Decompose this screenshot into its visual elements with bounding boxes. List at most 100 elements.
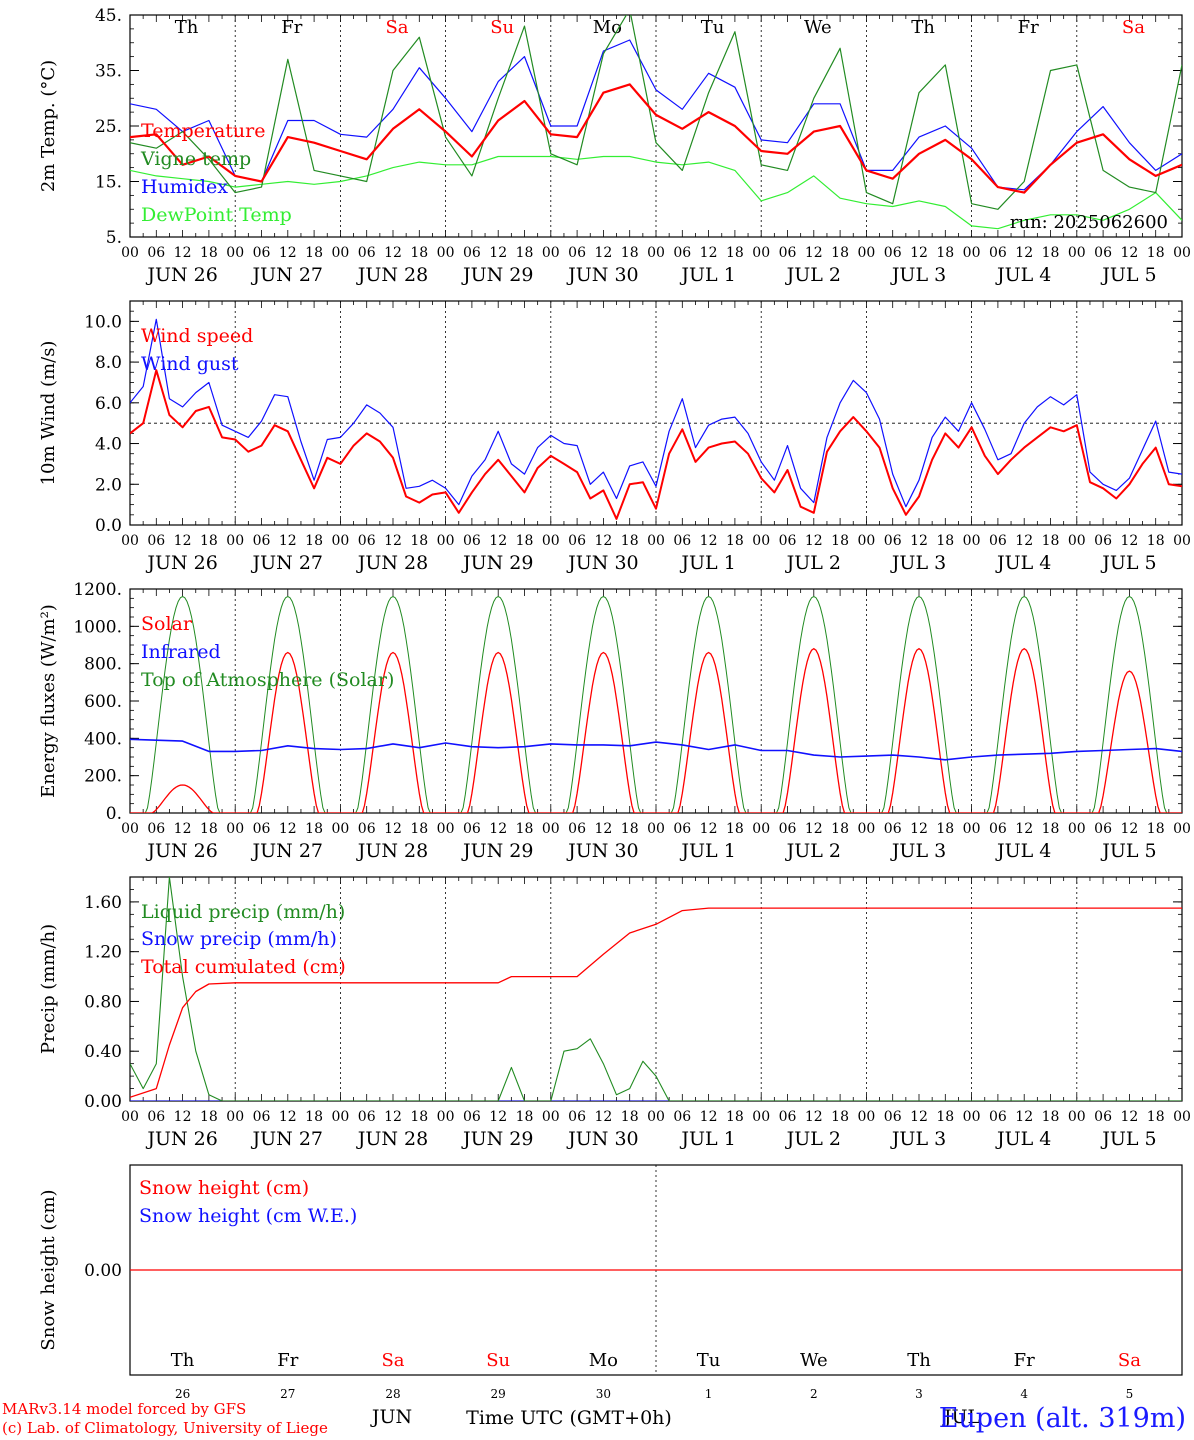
hour-label: 12 [489,533,507,549]
hour-label: 06 [358,1109,376,1125]
hour-label: 00 [437,1109,455,1125]
hour-label: 12 [700,821,718,837]
hour-label: 06 [253,1109,271,1125]
day-number: 2 [810,1387,818,1401]
hour-label: 00 [121,821,139,837]
date-label: JUL 3 [890,1128,946,1150]
hour-label: 12 [489,1109,507,1125]
legend-wind-gust: Wind gust [141,353,239,375]
day-name-we: We [800,1350,828,1371]
hour-label: 18 [936,245,954,261]
hour-label: 00 [331,1109,349,1125]
hour-label: 18 [1147,245,1165,261]
hour-label: 06 [779,821,797,837]
hour-label: 06 [884,821,902,837]
date-label: JUN 30 [566,840,638,862]
hour-label: 06 [463,821,481,837]
y-tick-label: 0.40 [84,1042,122,1062]
hour-label: 06 [147,245,165,261]
hour-label: 00 [857,821,875,837]
panel-data [130,877,1182,1101]
date-label: JUN 30 [566,552,638,574]
hour-label: 18 [516,245,534,261]
station-title: Eupen (alt. 319m) [938,1403,1186,1434]
date-label: JUL 3 [890,552,946,574]
date-label: JUN 27 [251,1128,323,1150]
hour-label: 18 [1147,533,1165,549]
legend-snow-height-cm-: Snow height (cm) [139,1177,309,1199]
hour-label: 00 [1068,1109,1086,1125]
panel-data [130,318,1182,520]
hour-label: 06 [673,533,691,549]
y-tick-label: 1.60 [84,893,122,913]
y-tick-label: 0.0 [95,516,122,536]
day-name-fr: Fr [1018,17,1039,38]
series-line-toa-solar [130,595,1182,813]
day-number: 28 [385,1387,400,1401]
hour-label: 12 [1015,821,1033,837]
hour-label: 18 [410,1109,428,1125]
y-tick-label: 15. [95,173,122,193]
date-label: JUN 29 [461,1128,533,1150]
hour-label: 06 [568,245,586,261]
series-line-infrared [130,738,1182,761]
series-line-liquid-precip [130,877,1182,1101]
legend-dewpoint-temp: DewPoint Temp [141,204,292,226]
hour-label: 06 [253,821,271,837]
y-tick-label: 5. [106,228,122,248]
hour-label: 12 [700,1109,718,1125]
hour-label: 18 [1147,821,1165,837]
hour-label: 06 [358,245,376,261]
hour-label: 00 [226,1109,244,1125]
legend-top-of-atmosphere-solar-: Top of Atmosphere (Solar) [141,669,394,691]
hour-label: 12 [805,1109,823,1125]
y-tick-label: 0. [106,804,122,824]
hour-label: 06 [1094,533,1112,549]
day-name-th: Th [175,17,199,38]
date-label: JUL 5 [1100,840,1156,862]
y-tick-label: 0.80 [84,992,122,1012]
hour-label: 06 [884,533,902,549]
hour-label: 06 [673,245,691,261]
hour-label: 00 [963,821,981,837]
hour-label: 00 [857,1109,875,1125]
panel-5: 0.00 Snow height (cm) Th Fr Sa Su Mo Tu We Th Fr Sa… [38,1164,1183,1429]
hour-label: 00 [121,245,139,261]
hour-label: 18 [516,821,534,837]
hour-label: 12 [700,245,718,261]
hour-label: 00 [542,245,560,261]
legend-humidex: Humidex [141,176,228,198]
hour-label: 12 [384,1109,402,1125]
hour-label: 06 [463,1109,481,1125]
hour-label: 00 [752,245,770,261]
model-credit: MARv3.14 model forced by GFS [2,1400,247,1418]
date-label: JUN 30 [566,264,638,286]
hour-label: 12 [805,533,823,549]
hour-label: 12 [1120,245,1138,261]
legend-snow-height-cm-w-e-: Snow height (cm W.E.) [139,1205,357,1227]
hour-label: 12 [1120,1109,1138,1125]
hour-label: 18 [200,245,218,261]
date-label: JUL 2 [785,552,841,574]
y-tick-label: 6.0 [95,394,122,414]
hour-label: 12 [910,1109,928,1125]
y-tick-label: 200. [84,767,122,787]
date-label: JUN 26 [145,264,217,286]
legend-solar: Solar [141,613,193,635]
date-label: JUL 3 [890,840,946,862]
legend-wind-speed: Wind speed [141,325,253,347]
hour-label: 12 [700,533,718,549]
hour-label: 12 [594,821,612,837]
hour-label: 00 [1173,245,1191,261]
series-line-vigne-temp [130,15,1182,210]
hour-label: 00 [1068,533,1086,549]
hour-label: 12 [910,821,928,837]
day-number: 26 [175,1387,190,1401]
hour-label: 06 [989,533,1007,549]
date-label: JUL 3 [890,264,946,286]
day-number: 3 [915,1387,923,1401]
hour-label: 12 [1015,533,1033,549]
hour-label: 18 [726,821,744,837]
panel-4: 0.00 0.40 0.80 1.20 1.60 Precip (mm/h) 00 06 12 1… [38,876,1191,1150]
hour-label: 18 [726,245,744,261]
